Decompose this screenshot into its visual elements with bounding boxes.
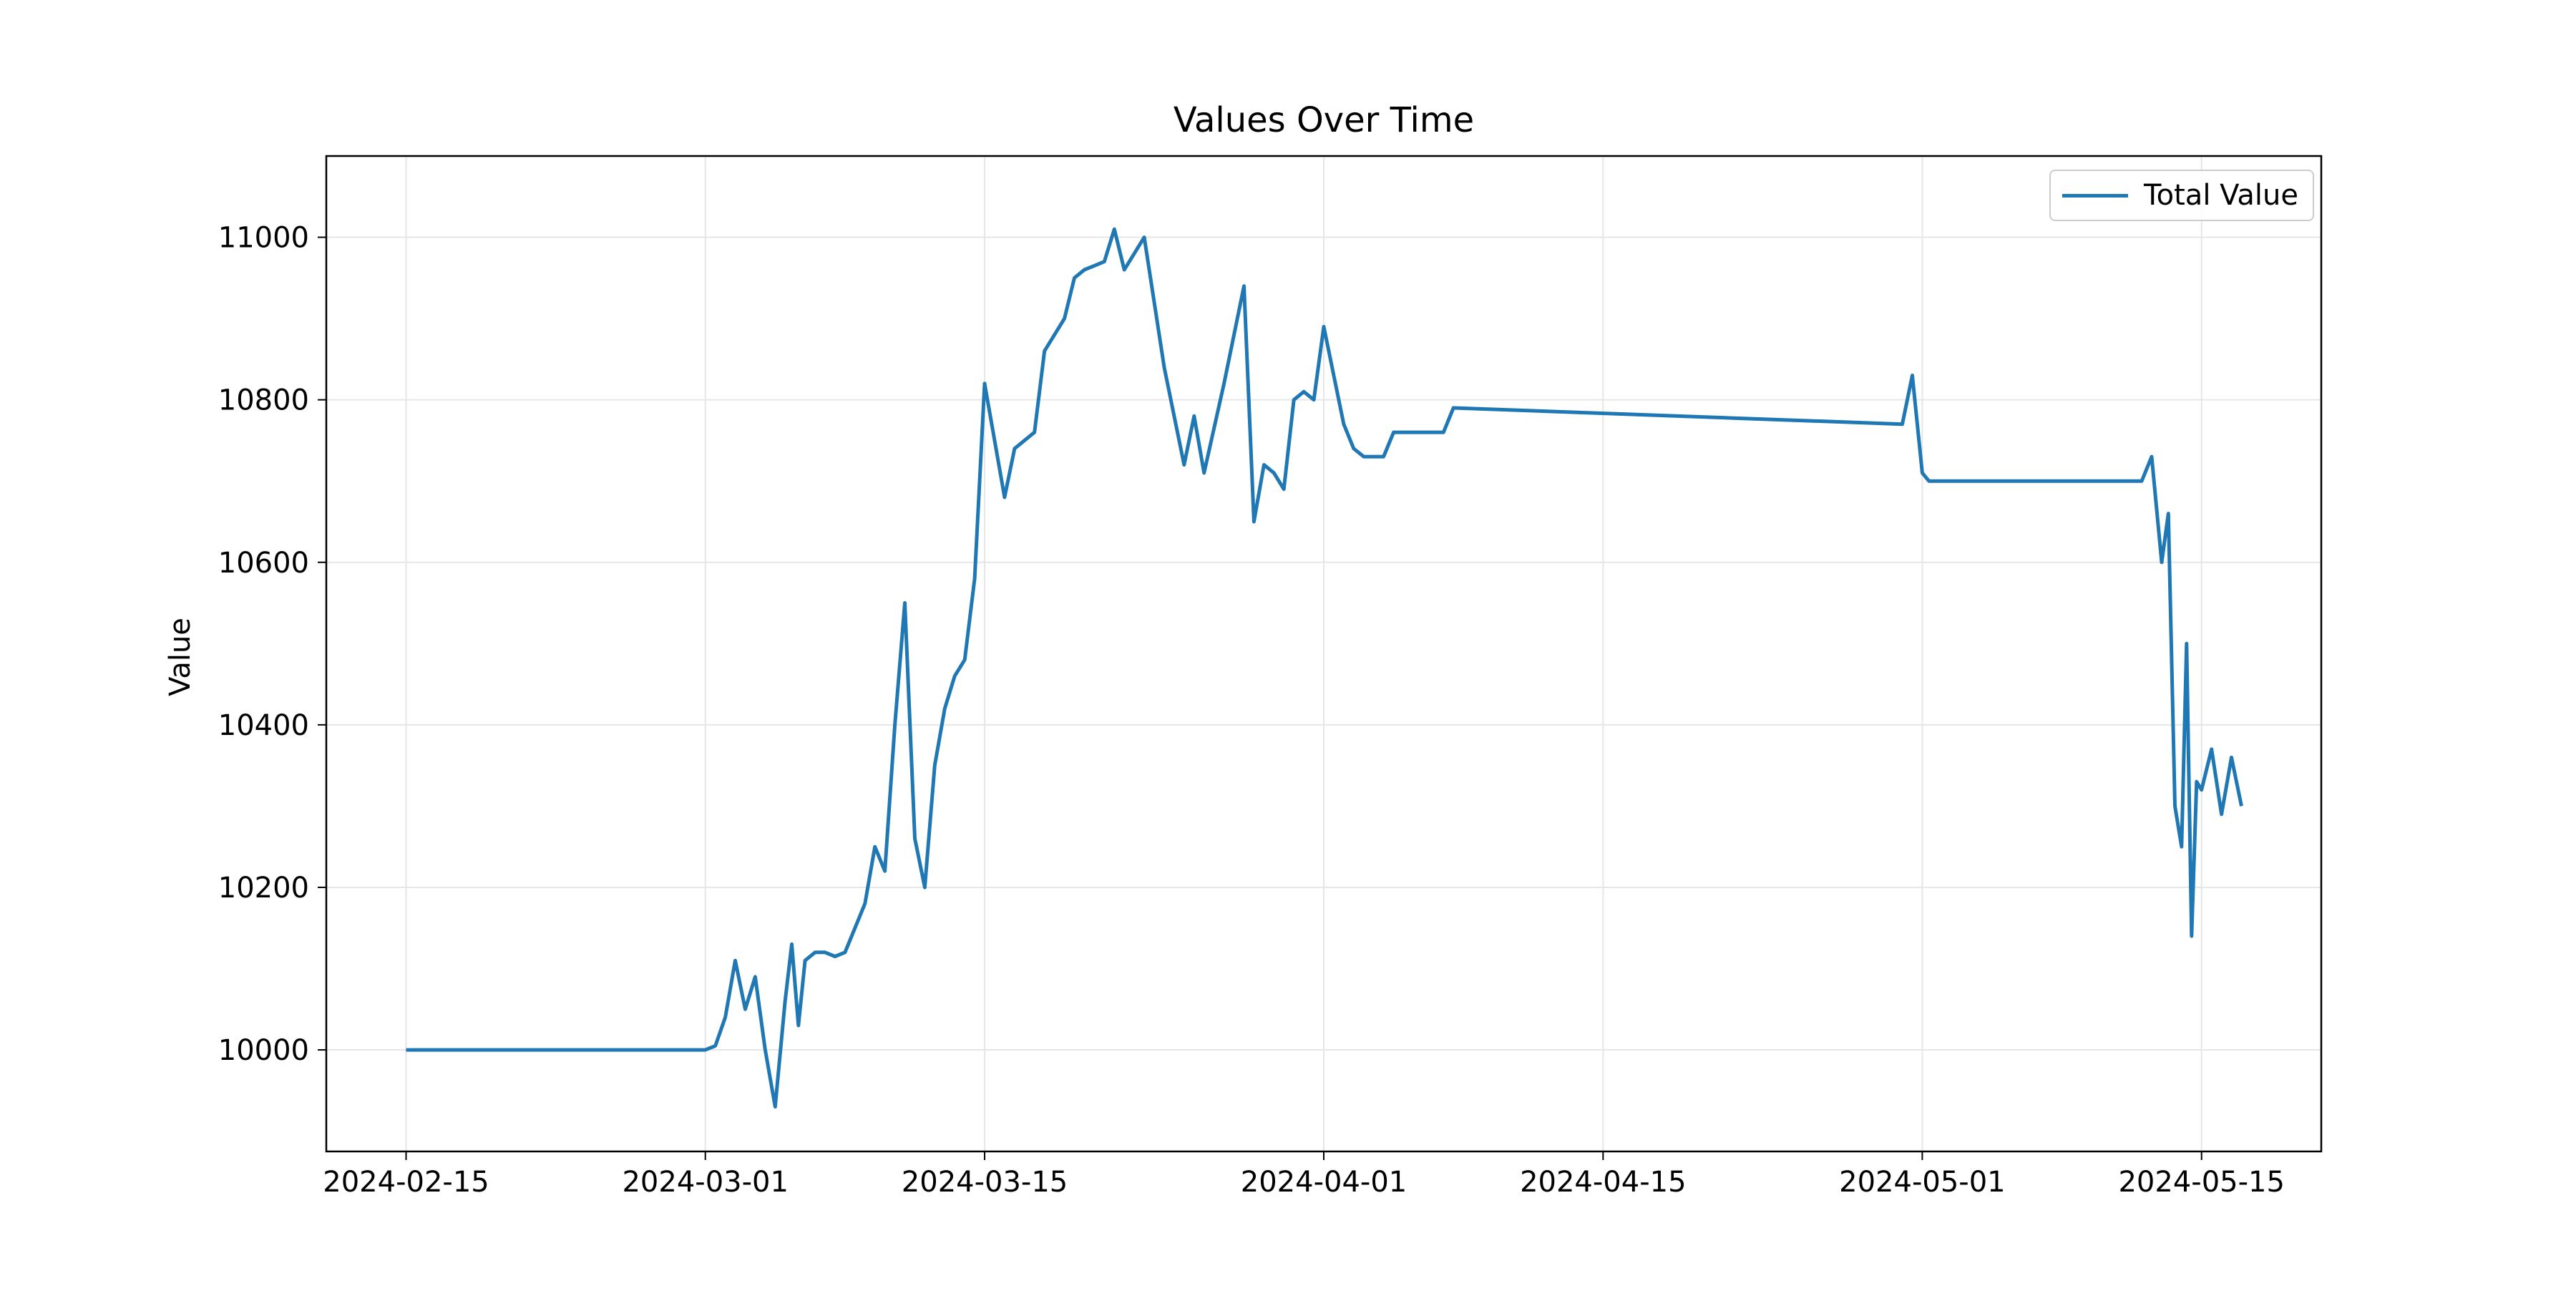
- y-tick-label: 10000: [218, 1034, 309, 1067]
- x-tick-label: 2024-04-15: [1520, 1166, 1686, 1199]
- y-tick-label: 11000: [218, 222, 309, 255]
- y-tick-label: 10400: [218, 709, 309, 742]
- legend: Total Value: [2049, 170, 2314, 221]
- x-axis-ticks: 2024-02-15 2024-03-01 2024-03-15 2024-04-01…: [323, 1151, 2285, 1199]
- legend-swatch-total-value: [2062, 193, 2129, 198]
- x-tick-label: 2024-05-15: [2118, 1166, 2284, 1199]
- series-line-total-value: [406, 227, 2243, 1109]
- x-tick-label: 2024-03-15: [902, 1166, 1068, 1199]
- y-tick-label: 10600: [218, 547, 309, 580]
- series-layer: [406, 227, 2243, 1109]
- x-tick-label: 2024-04-01: [1241, 1166, 1407, 1199]
- x-tick-label: 2024-02-15: [323, 1166, 489, 1199]
- y-tick-label: 10200: [218, 872, 309, 905]
- y-axis-label: Value: [164, 618, 197, 696]
- chart-title: Values Over Time: [1173, 100, 1475, 140]
- legend-label-total-value: Total Value: [2144, 179, 2298, 212]
- y-tick-label: 10800: [218, 384, 309, 417]
- y-axis-ticks: 10000 10200 10400 10600 10800 11000: [218, 222, 326, 1067]
- grid-lines: [326, 156, 2321, 1151]
- x-tick-label: 2024-05-01: [1839, 1166, 2005, 1199]
- x-tick-label: 2024-03-01: [622, 1166, 788, 1199]
